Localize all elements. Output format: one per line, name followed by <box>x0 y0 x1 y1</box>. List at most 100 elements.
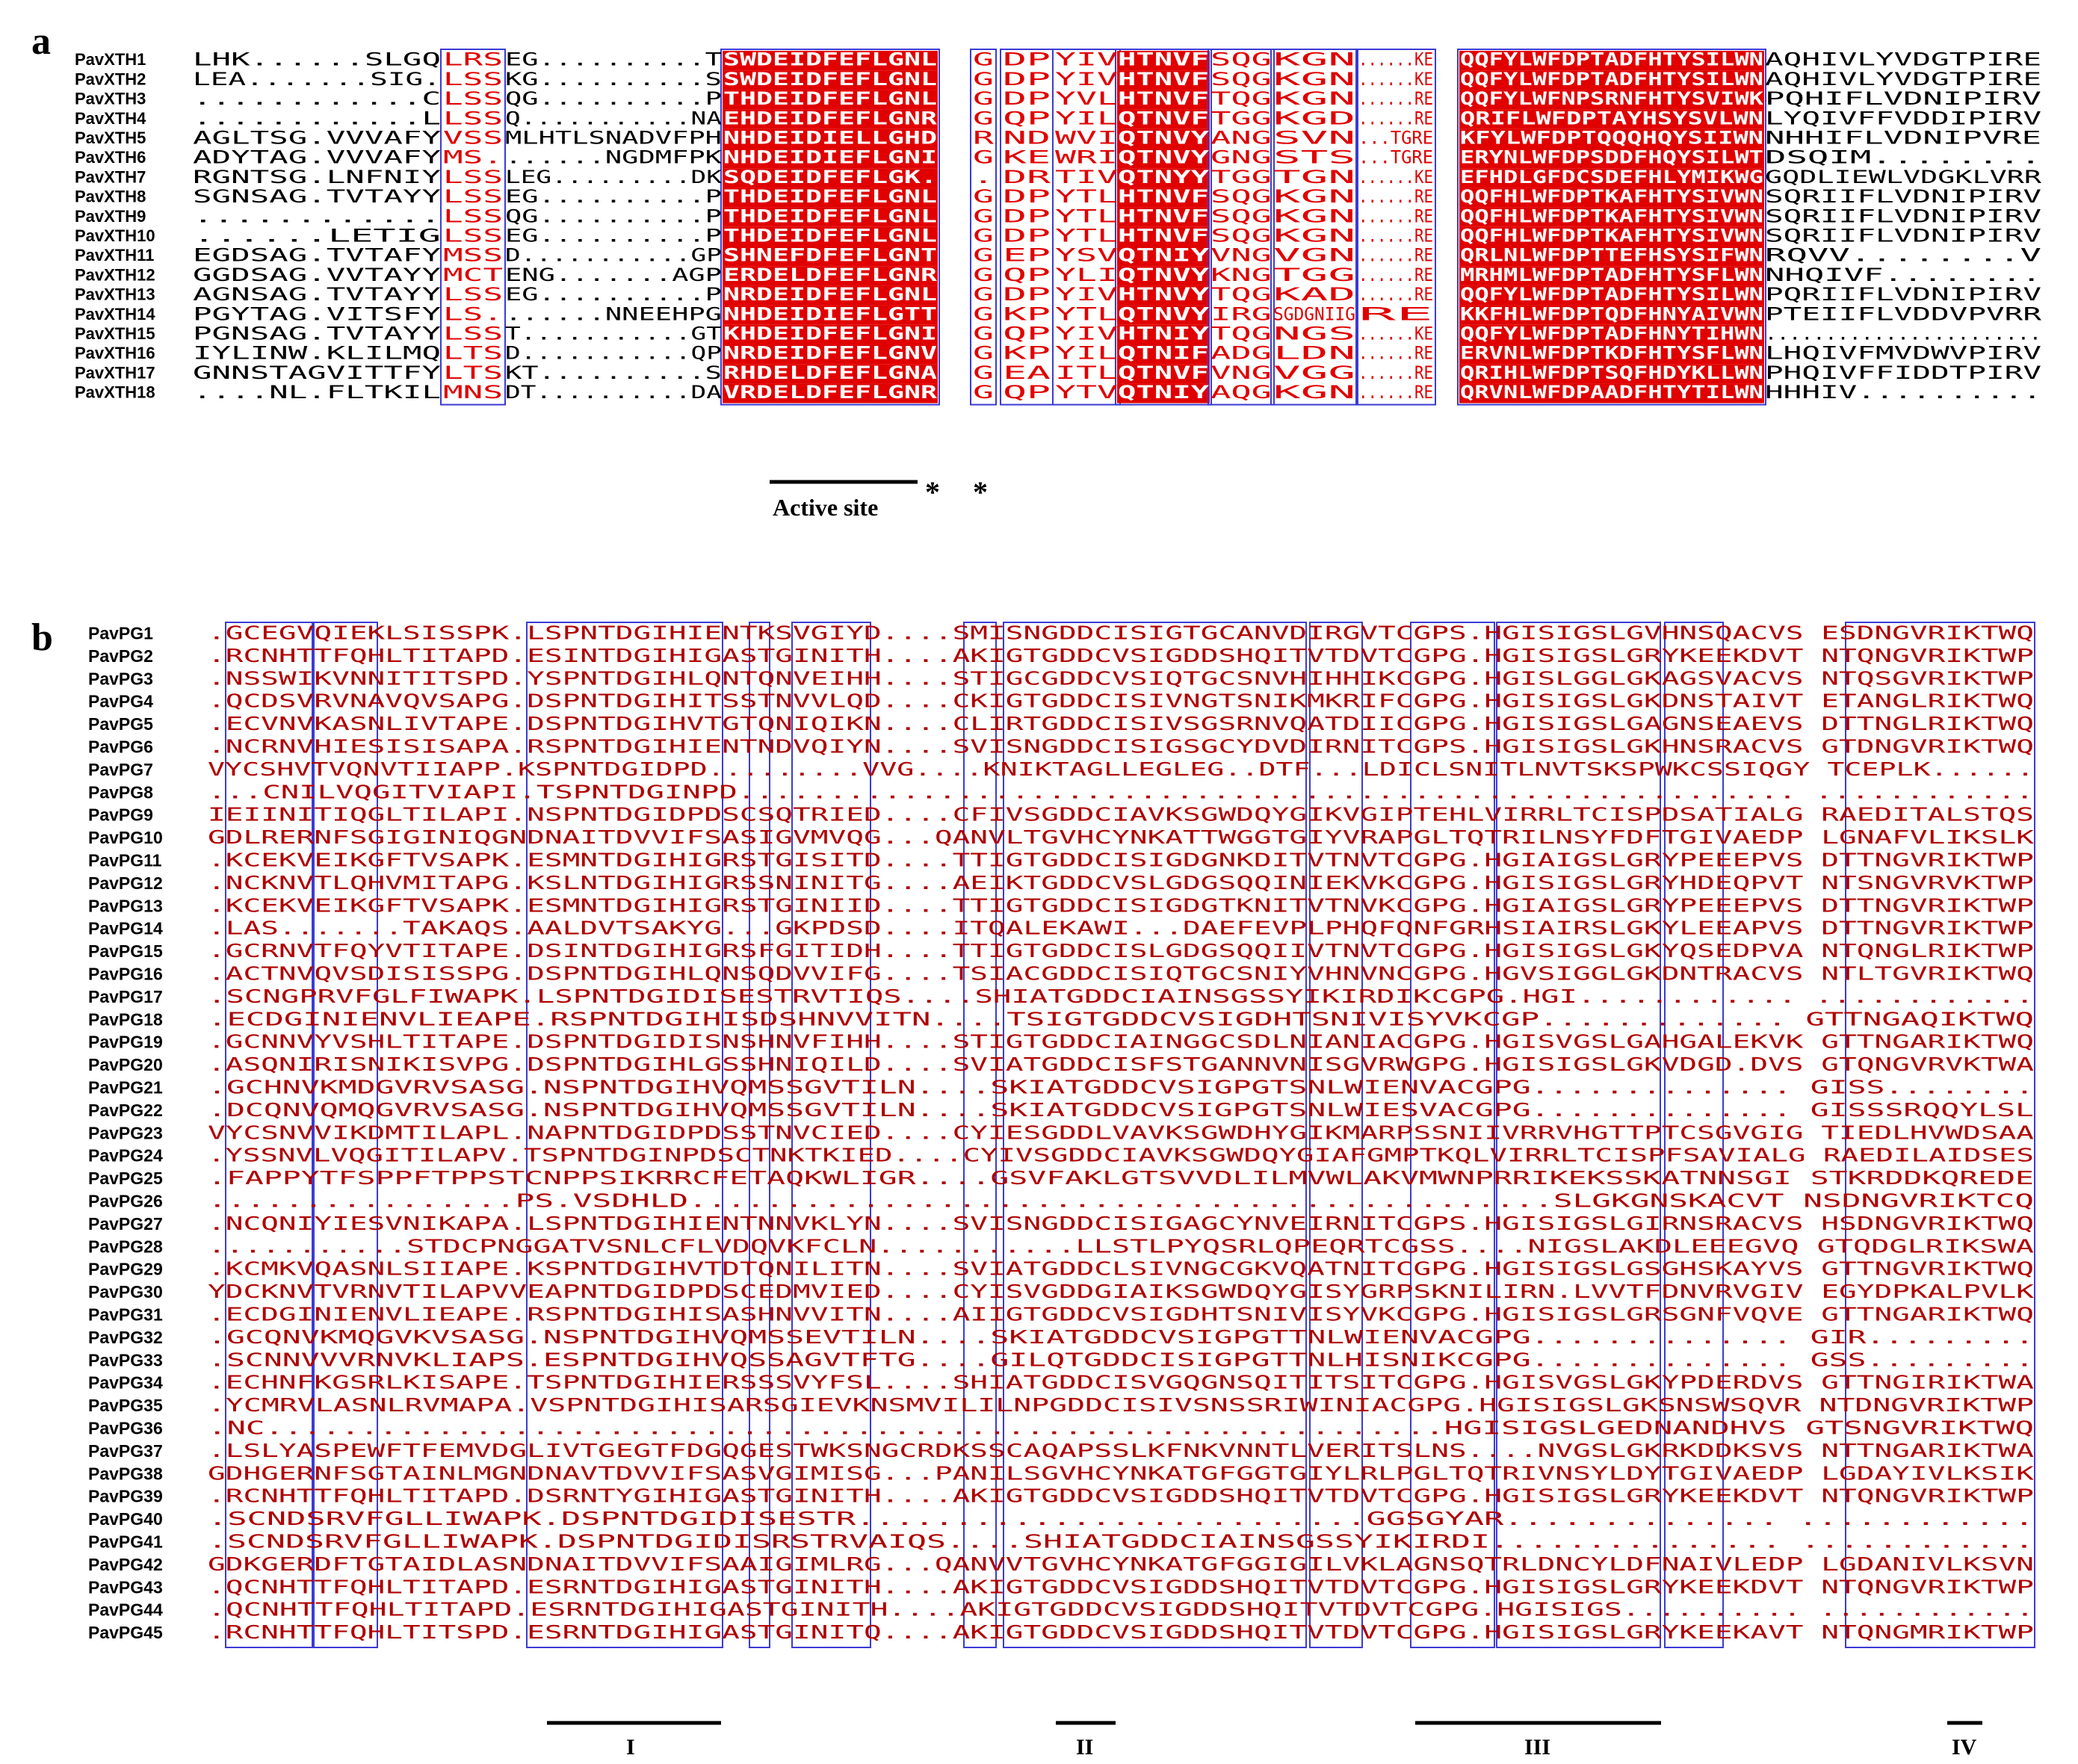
xth-sequence-segment: QTNIF <box>1118 343 1209 364</box>
xth-sequence-segment: MRHMLWFDPTADFHTYSFLWN <box>1460 264 1763 285</box>
xth-sequence-segment: QTNVF <box>1118 108 1209 129</box>
xth-sequence-segment: MLHTLSNADVFPH <box>505 127 722 148</box>
xth-sequence-segment: ......RE <box>1358 88 1433 109</box>
xth-sequence-segment: ....................... <box>1765 323 2041 344</box>
xth-sequence-names: PavXTH1PavXTH2PavXTH3PavXTH4PavXTH5PavXT… <box>75 50 155 401</box>
pg-sequence-name: PavPG44 <box>88 1600 163 1620</box>
xth-sequence-segment: ERYNLWFDPSDDFHQYSILWT <box>1460 147 1763 168</box>
xth-sequence-segment: EG..........T <box>505 49 722 70</box>
pg-sequence-name: PavPG38 <box>88 1464 163 1483</box>
xth-sequence-segment: G <box>973 303 994 324</box>
pg-sequence-name: PavPG13 <box>88 896 163 915</box>
xth-sequence-segment: DP <box>1003 205 1051 226</box>
pg-sequence-row: .ACTNVQVSDISISSPG.DSPNTDGIHLQNSQDVVIFG..… <box>208 963 2034 985</box>
xth-sequence-segment: ERVNLWFDPTKDFHTYSFLWN <box>1460 343 1763 364</box>
xth-sequence-segment: GNNSTAGVITTFY <box>193 362 442 383</box>
xth-sequence-segment: QQFYLWFNPSRNFHTYSVIWK <box>1460 88 1764 109</box>
xth-sequence-segment: SQG <box>1210 225 1272 246</box>
xth-sequence-segment: SHNEFDFEFLGNT <box>723 245 937 266</box>
xth-sequence-segment: EGDSAG.TVTAFY <box>193 245 442 266</box>
xth-sequence-segment: DP <box>1003 225 1051 246</box>
xth-sequence-segment: AQHIVLYVDGTPIRE <box>1765 69 2041 90</box>
xth-sequence-segment: KGD <box>1273 108 1355 129</box>
domain-III-label: III <box>1524 1735 1550 1760</box>
xth-sequences: LHK......SLGQLEA.......SIG.............C… <box>193 49 2042 403</box>
identical-residue-cell <box>1117 285 1210 306</box>
pg-sequence-row: .KCEKVEIKGFTVSAPK.ESMNTDGIHIGRSTGINIID..… <box>208 894 2034 916</box>
xth-sequence-segment: QQFHLWFDPTKAFHTYSIVWN <box>1460 225 1763 246</box>
xth-sequence-segment: ......RE <box>1358 245 1433 266</box>
xth-sequence-segment: G <box>973 245 994 266</box>
identical-residue-cell <box>1117 364 1210 384</box>
pg-sequence-row: .YSSNVLVQGITILAPV.TSPNTDGINPDSCTNKTKIED.… <box>208 1145 2034 1166</box>
pg-sequence-name: PavPG39 <box>88 1487 163 1506</box>
identical-residue-cell <box>1117 70 1210 90</box>
xth-sequence-segment: QTNIY <box>1118 245 1210 266</box>
xth-sequence-segment: TQG <box>1210 88 1272 109</box>
xth-sequence-segment: ....NL.FLTKIL <box>193 382 441 403</box>
xth-conserved-boxes <box>440 49 1766 406</box>
xth-sequence-segment: ADG <box>1210 343 1272 364</box>
xth-sequence-segment: NHQIVF........ <box>1765 264 2041 285</box>
pg-sequence-row: .ASQNIRISNIKISVPG.DSPNTDGIHLGSSHNIQILD..… <box>208 1053 2034 1075</box>
pg-sequence-row: .GCQNVKMQGVKVSASG.NSPNTDGIHVQMSSEVTILN..… <box>208 1326 2034 1348</box>
xth-sequence-segment: ............L <box>193 108 441 129</box>
xth-sequence-segment: SQRIIFLVDNIPIRV <box>1765 186 2041 207</box>
xth-conserved-block <box>1207 49 1275 406</box>
pg-sequence-row: .KCEKVEIKGFTVSAPK.ESMNTDGIHIGRSTGISITD..… <box>208 849 2034 871</box>
identical-residue-cell <box>723 383 938 403</box>
xth-sequence-segment: PHQIVFFIDDTPIRV <box>1765 362 2041 383</box>
xth-sequence-segment: WVI <box>1055 127 1118 148</box>
xth-sequence-segment: SQDEIDFEFLGK. <box>723 167 937 188</box>
xth-sequence-segment: VNG <box>1210 362 1272 383</box>
xth-sequence-segment: SQG <box>1210 186 1272 207</box>
xth-sequence-segment: YIV <box>1055 69 1118 90</box>
pg-conserved-block <box>1410 622 1495 1648</box>
identical-residue-cell <box>1459 51 1764 71</box>
identical-residue-cell <box>1459 168 1764 188</box>
xth-sequence-segment: HTNVF <box>1118 186 1209 207</box>
identical-residue-cell <box>723 285 938 306</box>
xth-sequence-segment: TGG <box>1210 108 1272 129</box>
xth-sequence-segment: ITL <box>1055 362 1118 383</box>
pg-sequence-row: .GCHNVKMDGVRVSASG.NSPNTDGIHVQMSSGVTILN..… <box>208 1077 2034 1098</box>
xth-sequence-segment: PGYTAG.VITSFY <box>193 303 442 324</box>
pg-sequence-name: PavPG6 <box>88 737 153 757</box>
pg-sequence-row: .NSSWIKVNNITITSPD.YSPNTDGIHLQNTQNVEIHH..… <box>208 667 2034 689</box>
xth-sequence-segment: ............ <box>193 205 441 226</box>
xth-sequence-name: PavXTH8 <box>75 188 146 206</box>
pg-sequence-name: PavPG11 <box>88 851 162 870</box>
xth-conserved-block <box>1270 49 1358 406</box>
pg-sequence-row: GDHGERNFSGTAINLMGNDNAVTDVVIFSASVGIMISG..… <box>208 1462 2034 1484</box>
xth-sequence-segment: EP <box>1003 245 1051 266</box>
identical-residue-cell <box>1117 149 1210 169</box>
xth-sequence-segment: LHQIVFMVDWVPIRV <box>1765 343 2041 364</box>
xth-sequence-segment: G <box>973 284 994 305</box>
xth-sequence-segment: ......RE <box>1358 362 1433 383</box>
xth-sequence-segment: SQRIIFLVDNIPIRV <box>1765 225 2041 246</box>
xth-sequence-segment: QP <box>1003 108 1051 129</box>
xth-sequence-segment: DP <box>1003 88 1051 109</box>
xth-sequence-segment: G <box>973 186 994 207</box>
xth-sequence-segment: KKFHLWFDPTQDFHNYAIVWN <box>1460 303 1763 324</box>
xth-sequence-segment: QRIHLWFDPTSQFHDYKLLWN <box>1460 362 1763 383</box>
xth-sequence-segment: ......LETIG <box>193 225 441 246</box>
xth-sequence-segment: LEA.......SIG. <box>193 69 441 90</box>
xth-sequence-segment: ............C <box>193 88 441 109</box>
xth-sequence-segment: EG..........P <box>505 225 722 246</box>
xth-sequence-segment: RHDELDFEFLGNA <box>723 362 938 383</box>
identical-residue-cell <box>1117 168 1210 188</box>
catalytic-residue-star-2: * <box>973 475 988 509</box>
xth-sequence-segment: YIV <box>1055 323 1118 344</box>
pg-sequence-name: PavPG25 <box>88 1169 163 1188</box>
domain-II-label: II <box>1076 1735 1093 1760</box>
xth-sequence-segment: QG..........P <box>505 88 722 109</box>
xth-sequence-segment: KGN <box>1273 49 1355 70</box>
pg-sequence-name: PavPG12 <box>88 873 163 893</box>
xth-sequence-segment: VNG <box>1210 245 1272 266</box>
pg-sequence-row: .YCMRVLASNLRVMAPA.VSPNTDGIHISARSGIEVKNSM… <box>208 1394 2034 1416</box>
xth-sequence-segment: NHDEIDIEFLGTT <box>723 303 937 324</box>
pg-sequence-name: PavPG26 <box>88 1192 163 1211</box>
pg-sequence-name: PavPG19 <box>88 1033 163 1052</box>
